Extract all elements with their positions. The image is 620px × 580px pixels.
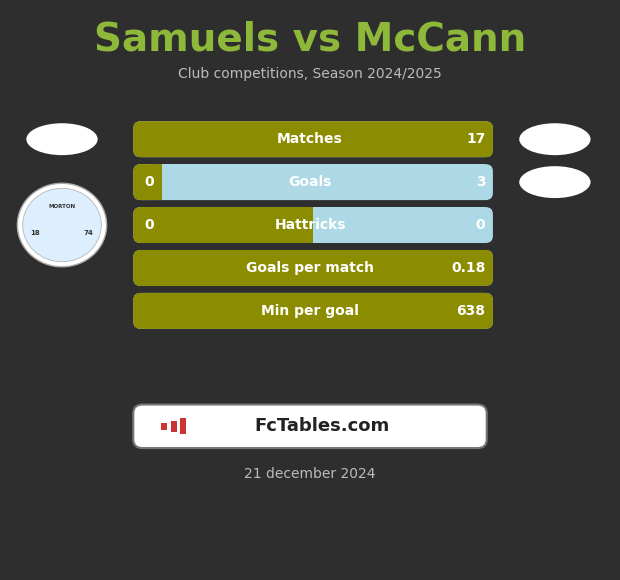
- Text: 0: 0: [476, 218, 485, 232]
- FancyBboxPatch shape: [306, 207, 321, 243]
- FancyBboxPatch shape: [133, 250, 493, 286]
- FancyBboxPatch shape: [133, 164, 493, 200]
- FancyBboxPatch shape: [180, 418, 186, 434]
- FancyBboxPatch shape: [133, 293, 493, 329]
- FancyBboxPatch shape: [133, 207, 313, 243]
- Text: 0: 0: [144, 175, 154, 189]
- Circle shape: [23, 188, 101, 262]
- FancyBboxPatch shape: [133, 121, 493, 157]
- Text: MORTON: MORTON: [48, 204, 76, 209]
- Ellipse shape: [26, 124, 98, 155]
- Text: Matches: Matches: [277, 132, 343, 146]
- Text: Samuels vs McCann: Samuels vs McCann: [94, 20, 526, 59]
- Text: FcTables.com: FcTables.com: [255, 417, 390, 436]
- Text: 638: 638: [456, 304, 485, 318]
- Text: 18: 18: [30, 230, 40, 237]
- Circle shape: [17, 183, 107, 267]
- Text: Club competitions, Season 2024/2025: Club competitions, Season 2024/2025: [178, 67, 442, 81]
- FancyBboxPatch shape: [133, 164, 162, 200]
- Text: 0: 0: [144, 218, 154, 232]
- FancyBboxPatch shape: [133, 293, 493, 329]
- Text: 74: 74: [84, 230, 94, 237]
- FancyBboxPatch shape: [133, 121, 493, 157]
- Text: Goals per match: Goals per match: [246, 261, 374, 275]
- FancyBboxPatch shape: [313, 207, 485, 243]
- Text: Goals: Goals: [288, 175, 332, 189]
- FancyBboxPatch shape: [162, 164, 485, 200]
- Text: 17: 17: [466, 132, 485, 146]
- FancyBboxPatch shape: [133, 405, 487, 448]
- Ellipse shape: [520, 166, 590, 198]
- FancyBboxPatch shape: [170, 420, 177, 432]
- Text: 0.18: 0.18: [451, 261, 485, 275]
- FancyBboxPatch shape: [154, 164, 169, 200]
- FancyBboxPatch shape: [161, 423, 167, 430]
- Text: 21 december 2024: 21 december 2024: [244, 467, 376, 481]
- FancyBboxPatch shape: [133, 207, 493, 243]
- Text: Min per goal: Min per goal: [261, 304, 359, 318]
- Text: Hattricks: Hattricks: [274, 218, 346, 232]
- Ellipse shape: [520, 124, 590, 155]
- FancyBboxPatch shape: [133, 250, 493, 286]
- Text: 3: 3: [476, 175, 485, 189]
